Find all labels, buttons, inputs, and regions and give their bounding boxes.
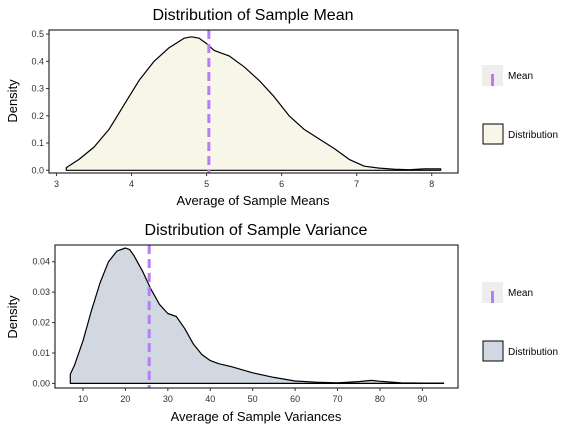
legend-item-distribution: Distribution xyxy=(482,123,558,145)
y-tick-label: 0.1 xyxy=(31,138,44,148)
variance-legend: Mean Distribution xyxy=(482,282,558,362)
y-tick-label: 0.0 xyxy=(31,165,44,175)
x-tick-label: 20 xyxy=(120,394,130,404)
x-tick-label: 4 xyxy=(129,179,134,189)
x-tick-label: 6 xyxy=(279,179,284,189)
x-tick-label: 80 xyxy=(375,394,385,404)
legend-item-distribution: Distribution xyxy=(482,340,558,362)
x-tick-label: 30 xyxy=(163,394,173,404)
mean-y-axis-title: Density xyxy=(5,79,20,123)
y-tick-label: 0.04 xyxy=(32,257,50,267)
mean-legend: Mean Distribution xyxy=(482,65,558,145)
y-tick-label: 0.3 xyxy=(31,84,44,94)
y-tick-label: 0.03 xyxy=(32,287,50,297)
variance-x-axis-title: Average of Sample Variances xyxy=(171,409,342,424)
variance-chart-title: Distribution of Sample Variance xyxy=(145,222,368,239)
x-tick-label: 70 xyxy=(333,394,343,404)
legend-key-distribution xyxy=(482,340,504,362)
x-tick-label: 3 xyxy=(54,179,59,189)
legend-label-distribution: Distribution xyxy=(508,347,558,358)
legend-label-distribution: Distribution xyxy=(508,130,558,141)
x-tick-label: 7 xyxy=(354,179,359,189)
mean-distribution-panel: Distribution of Sample Mean 0.0 0.1 0.2 0.3… xyxy=(5,7,558,208)
x-tick-label: 5 xyxy=(204,179,209,189)
variance-y-axis-title: Density xyxy=(5,295,20,339)
y-tick-label: 0.01 xyxy=(32,348,50,358)
y-tick-label: 0.4 xyxy=(31,56,44,66)
x-tick-label: 10 xyxy=(78,394,88,404)
legend-label-mean: Mean xyxy=(508,71,533,82)
y-tick-label: 0.2 xyxy=(31,111,44,121)
legend-label-mean: Mean xyxy=(508,288,533,299)
y-tick-label: 0.00 xyxy=(32,378,50,388)
variance-distribution-panel: Distribution of Sample Variance 0.00 0.01… xyxy=(5,222,558,424)
x-tick-label: 40 xyxy=(205,394,215,404)
mean-x-axis-title: Average of Sample Means xyxy=(177,193,330,208)
y-tick-label: 0.5 xyxy=(31,29,44,39)
legend-item-mean: Mean xyxy=(482,282,533,303)
variance-density-area xyxy=(69,247,445,384)
mean-chart-title: Distribution of Sample Mean xyxy=(153,7,354,24)
legend-item-mean: Mean xyxy=(482,65,533,86)
x-tick-label: 8 xyxy=(429,179,434,189)
variance-density-curve xyxy=(69,247,445,384)
x-tick-label: 90 xyxy=(417,394,427,404)
y-tick-label: 0.02 xyxy=(32,318,50,328)
mean-density-area xyxy=(65,36,442,171)
legend-key-distribution xyxy=(482,123,504,145)
x-tick-label: 60 xyxy=(290,394,300,404)
mean-panel-border xyxy=(48,29,459,174)
variance-panel-border xyxy=(54,244,459,389)
x-tick-label: 50 xyxy=(248,394,258,404)
mean-x-axis: 3 4 5 6 7 8 xyxy=(54,173,434,189)
mean-density-curve xyxy=(65,36,442,171)
variance-x-axis: 10 20 30 40 50 60 70 80 90 xyxy=(78,388,427,404)
variance-y-axis: 0.00 0.01 0.02 0.03 0.04 xyxy=(32,257,55,388)
mean-y-axis: 0.0 0.1 0.2 0.3 0.4 0.5 xyxy=(31,29,49,175)
